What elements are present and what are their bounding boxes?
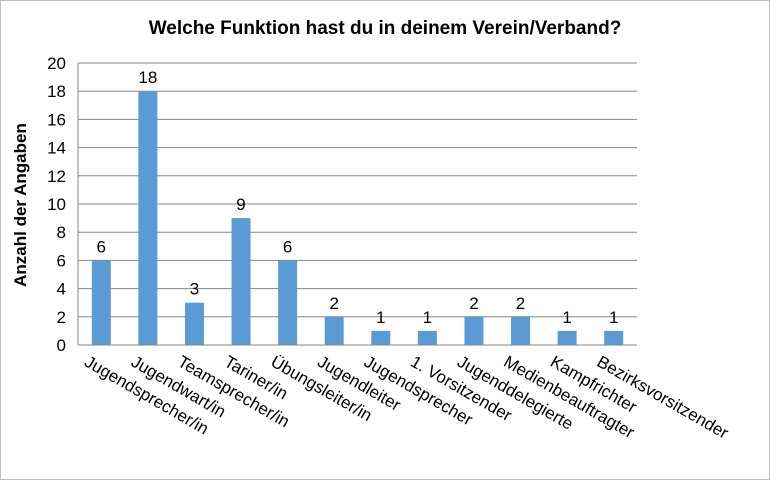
data-label: 1 bbox=[562, 308, 571, 327]
data-label: 2 bbox=[516, 294, 525, 313]
y-tick-label: 12 bbox=[47, 167, 66, 186]
y-tick-label: 4 bbox=[57, 280, 66, 299]
data-label: 18 bbox=[138, 68, 157, 87]
bar bbox=[91, 260, 111, 345]
bar bbox=[557, 330, 577, 345]
data-label: 1 bbox=[423, 308, 432, 327]
y-tick-label: 0 bbox=[57, 336, 66, 355]
y-axis-label: Anzahl der Angaben bbox=[11, 123, 30, 287]
bar bbox=[464, 316, 484, 345]
data-label: 6 bbox=[283, 237, 292, 256]
bar bbox=[138, 91, 158, 345]
gridlines bbox=[77, 62, 637, 345]
x-axis-categories: Jugendsprecher/inJugendwart/inTeamsprech… bbox=[81, 352, 732, 443]
data-label: 2 bbox=[329, 294, 338, 313]
y-tick-label: 16 bbox=[47, 110, 66, 129]
y-tick-label: 18 bbox=[47, 82, 66, 101]
data-label: 1 bbox=[376, 308, 385, 327]
y-tick-label: 20 bbox=[47, 54, 66, 73]
bar bbox=[417, 330, 437, 345]
y-tick-label: 10 bbox=[47, 195, 66, 214]
bar bbox=[511, 316, 531, 345]
y-tick-label: 2 bbox=[57, 308, 66, 327]
bar bbox=[324, 316, 344, 345]
data-label: 9 bbox=[236, 195, 245, 214]
data-label: 2 bbox=[469, 294, 478, 313]
bar bbox=[371, 330, 391, 345]
bars bbox=[91, 91, 624, 345]
data-label: 3 bbox=[190, 280, 199, 299]
y-tick-label: 14 bbox=[47, 139, 66, 158]
data-label: 6 bbox=[97, 237, 106, 256]
bar bbox=[278, 260, 298, 345]
chart-title: Welche Funktion hast du in deinem Verein… bbox=[149, 18, 622, 39]
bar bbox=[184, 302, 204, 345]
data-label: 1 bbox=[609, 308, 618, 327]
y-axis-ticks: 0 2 4 6 8 10 12 14 16 18 20 bbox=[47, 54, 66, 355]
y-tick-label: 8 bbox=[57, 223, 66, 242]
bar bbox=[604, 330, 624, 345]
bar bbox=[231, 218, 251, 345]
y-tick-label: 6 bbox=[57, 251, 66, 270]
data-labels: 6 18 3 9 6 2 1 1 2 2 1 1 bbox=[97, 68, 619, 327]
